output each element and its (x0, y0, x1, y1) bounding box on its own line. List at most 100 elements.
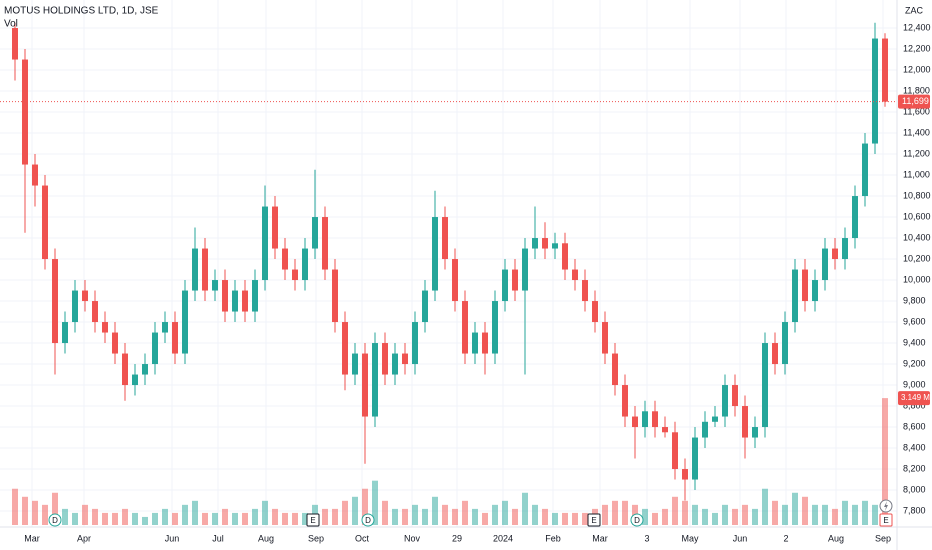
candle-body[interactable] (442, 217, 448, 260)
candle-body[interactable] (852, 196, 858, 239)
candle-body[interactable] (142, 364, 148, 375)
candle-body[interactable] (512, 269, 518, 291)
candle-body[interactable] (332, 269, 338, 323)
candle-body[interactable] (362, 353, 368, 417)
candle-body[interactable] (182, 290, 188, 354)
candle-body[interactable] (252, 280, 258, 312)
volume-bar (152, 512, 158, 525)
candle-body[interactable] (272, 206, 278, 249)
candle-body[interactable] (682, 469, 688, 480)
candle-body[interactable] (242, 290, 248, 312)
candle-body[interactable] (452, 259, 458, 302)
candle-body[interactable] (602, 322, 608, 354)
candle-body[interactable] (722, 385, 728, 417)
candle-body[interactable] (762, 343, 768, 428)
earnings-marker[interactable] (587, 513, 601, 527)
candle-body[interactable] (322, 217, 328, 270)
candle-body[interactable] (772, 343, 778, 365)
candle-body[interactable] (372, 343, 378, 417)
dividend-marker[interactable] (630, 513, 644, 527)
candle-body[interactable] (112, 332, 118, 354)
candle-body[interactable] (262, 206, 268, 281)
candle-body[interactable] (612, 353, 618, 386)
candle-body[interactable] (432, 217, 438, 291)
candle-body[interactable] (742, 406, 748, 438)
candle-body[interactable] (22, 59, 28, 165)
earnings-marker[interactable] (306, 513, 320, 527)
x-tick-label: Jul (212, 533, 224, 543)
candle-body[interactable] (842, 238, 848, 260)
candle-body[interactable] (52, 259, 58, 344)
candle-body[interactable] (232, 290, 238, 312)
candle-body[interactable] (122, 353, 128, 386)
candle-body[interactable] (302, 248, 308, 281)
candle-body[interactable] (562, 243, 568, 270)
candle-body[interactable] (652, 411, 658, 428)
candle-body[interactable] (662, 427, 668, 433)
candle-body[interactable] (752, 427, 758, 438)
dividend-marker[interactable] (361, 513, 375, 527)
candle-body[interactable] (62, 322, 68, 344)
candle-body[interactable] (582, 280, 588, 302)
candle-body[interactable] (162, 322, 168, 333)
candle-body[interactable] (502, 269, 508, 302)
candle-body[interactable] (352, 353, 358, 375)
candle-body[interactable] (552, 243, 558, 249)
candle-body[interactable] (382, 343, 388, 375)
candle-body[interactable] (622, 385, 628, 417)
candle-body[interactable] (172, 322, 178, 354)
volume-bar (792, 492, 798, 525)
candle-body[interactable] (82, 290, 88, 302)
candle-body[interactable] (42, 185, 48, 260)
candle-body[interactable] (882, 38, 888, 102)
volume-bar (402, 508, 408, 525)
candle-body[interactable] (702, 421, 708, 438)
candle-body[interactable] (822, 248, 828, 281)
candle-body[interactable] (782, 322, 788, 365)
candle-body[interactable] (692, 437, 698, 480)
candle-body[interactable] (472, 332, 478, 354)
candle-body[interactable] (92, 301, 98, 323)
candle-body[interactable] (802, 269, 808, 302)
candle-body[interactable] (522, 248, 528, 291)
candle-body[interactable] (642, 411, 648, 428)
candle-body[interactable] (542, 238, 548, 249)
candle-body[interactable] (482, 332, 488, 354)
candle-body[interactable] (32, 164, 38, 186)
candle-body[interactable] (572, 269, 578, 281)
candle-body[interactable] (392, 353, 398, 375)
candle-body[interactable] (462, 301, 468, 354)
candle-body[interactable] (222, 280, 228, 312)
candle-body[interactable] (732, 385, 738, 407)
earnings-marker[interactable] (879, 513, 893, 527)
candle-body[interactable] (632, 416, 638, 428)
candle-body[interactable] (132, 374, 138, 386)
candle-body[interactable] (402, 353, 408, 365)
candle-body[interactable] (712, 416, 718, 422)
dividend-marker[interactable] (48, 513, 62, 527)
candle-body[interactable] (292, 269, 298, 281)
candle-body[interactable] (192, 248, 198, 291)
candle-body[interactable] (872, 38, 878, 144)
candle-body[interactable] (212, 280, 218, 291)
candle-body[interactable] (672, 432, 678, 470)
candle-body[interactable] (832, 248, 838, 260)
candle-body[interactable] (492, 301, 498, 354)
x-tick-label: Mar (24, 533, 40, 543)
candle-body[interactable] (282, 248, 288, 270)
candle-body[interactable] (812, 280, 818, 302)
candle-body[interactable] (422, 290, 428, 323)
candle-body[interactable] (312, 217, 318, 249)
candle-body[interactable] (202, 248, 208, 291)
candle-body[interactable] (412, 322, 418, 365)
candle-body[interactable] (862, 143, 868, 197)
candle-body[interactable] (592, 301, 598, 323)
candle-body[interactable] (342, 322, 348, 375)
last-price-box (898, 94, 930, 109)
candle-body[interactable] (792, 269, 798, 323)
candle-body[interactable] (12, 28, 18, 60)
candle-body[interactable] (152, 332, 158, 365)
candle-body[interactable] (532, 238, 538, 249)
candle-body[interactable] (102, 322, 108, 333)
candle-body[interactable] (72, 290, 78, 323)
